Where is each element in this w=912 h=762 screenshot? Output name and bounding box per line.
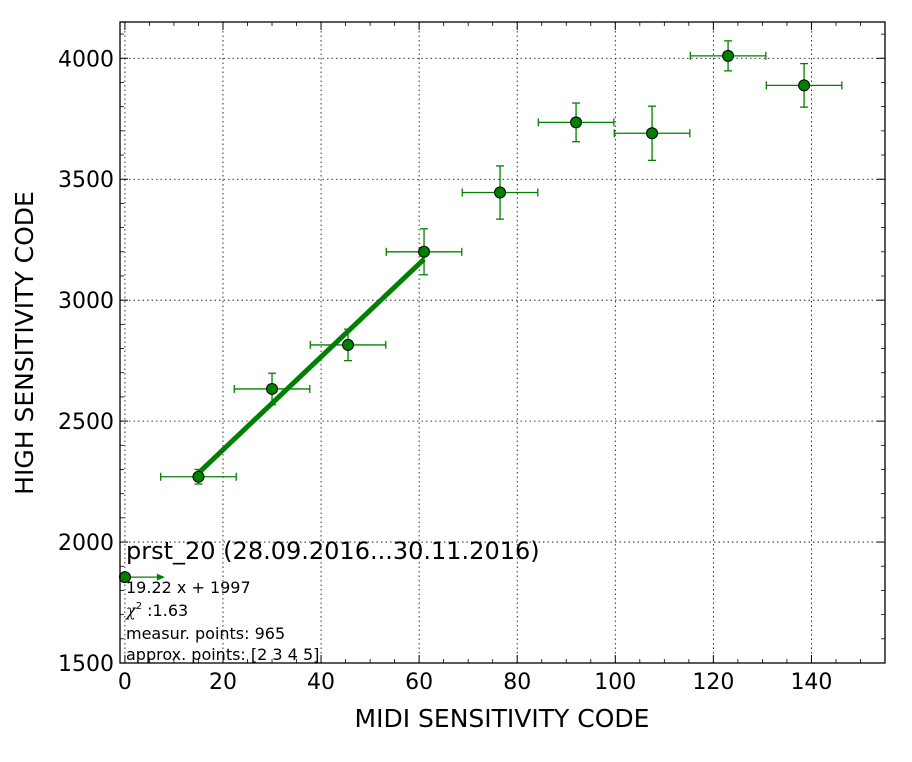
chi-symbol: χ [125, 601, 137, 620]
x-tick-label: 60 [405, 670, 433, 695]
plot-frame [119, 21, 886, 664]
annotation-chi-square: χ2 :1.63 [125, 601, 188, 620]
x-tick-label: 120 [692, 670, 734, 695]
y-tick-label: 2000 [58, 531, 114, 556]
x-tick-label: 100 [594, 670, 636, 695]
y-axis-label: HIGH SENSITIVITY CODE [10, 191, 39, 495]
data-point [722, 49, 735, 62]
x-tick-label: 20 [209, 670, 237, 695]
data-point [418, 245, 431, 258]
data-point [192, 470, 205, 483]
y-tick-label: 4000 [58, 47, 114, 72]
major-ticks [120, 22, 885, 664]
y-tick-label: 3000 [58, 289, 114, 314]
annotation-equation: 19.22 x + 1997 [126, 578, 251, 597]
chi-value: :1.63 [142, 601, 188, 620]
data-point [570, 116, 583, 129]
reference-arrow-head [156, 573, 165, 581]
x-tick-label: 0 [118, 670, 132, 695]
fit-line-group [196, 257, 426, 475]
data-point [646, 127, 659, 140]
data-points [118, 49, 811, 584]
chi-superscript: 2 [136, 601, 142, 612]
minor-ticks [120, 22, 886, 663]
data-point [342, 338, 355, 351]
tick-labels: 0 20 40 60 80 100 120 140 1500 2000 2500 3000 3500 40… [58, 47, 832, 695]
grid [120, 22, 885, 663]
data-point [494, 186, 507, 199]
data-point [266, 382, 279, 395]
data-point [798, 79, 811, 92]
y-tick-label: 2500 [58, 410, 114, 435]
fit-line [196, 257, 426, 475]
annotation-title: prst_20 (28.09.2016...30.11.2016) [126, 537, 540, 565]
annotation-approx-points: approx. points: [2 3 4 5] [126, 645, 319, 664]
annotation-measur-points: measur. points: 965 [126, 624, 285, 643]
x-tick-label: 80 [503, 670, 531, 695]
y-tick-label: 3500 [58, 168, 114, 193]
x-tick-label: 40 [307, 670, 335, 695]
x-tick-label: 140 [790, 670, 832, 695]
y-tick-label: 1500 [58, 652, 114, 677]
x-axis-label: MIDI SENSITIVITY CODE [355, 704, 650, 733]
